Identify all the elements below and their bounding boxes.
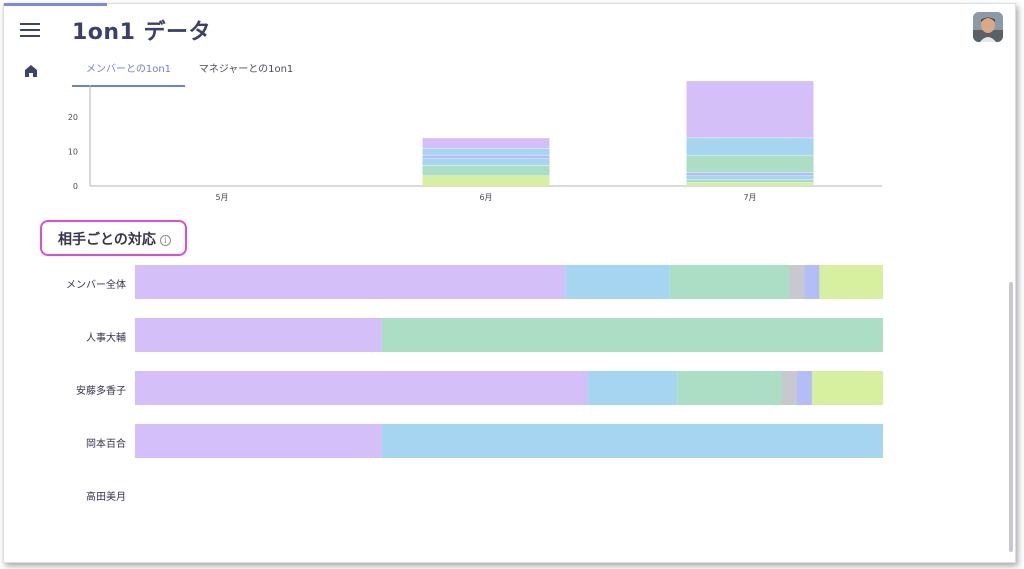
bar-segment[interactable] xyxy=(422,148,550,155)
bar-segment[interactable] xyxy=(686,80,814,138)
member-bar-segment[interactable] xyxy=(381,318,883,352)
x-tick-label: 5月 xyxy=(215,193,228,202)
bar-segment[interactable] xyxy=(422,175,550,186)
scrollbar[interactable] xyxy=(1009,282,1013,552)
member-name-label: メンバー全体 xyxy=(66,280,126,291)
bar-segment[interactable] xyxy=(686,137,814,155)
user-avatar[interactable] xyxy=(973,12,1003,42)
member-bar-segment[interactable] xyxy=(135,265,566,299)
member-bar-segment[interactable] xyxy=(135,371,588,405)
x-tick-label: 7月 xyxy=(743,193,756,202)
info-icon[interactable]: i xyxy=(159,235,171,246)
member-bar-segment[interactable] xyxy=(789,265,805,299)
bar-segment[interactable] xyxy=(686,175,814,180)
y-tick-label: 0 xyxy=(73,182,78,191)
bar-segment[interactable] xyxy=(686,172,814,176)
section-title: 相手ごとの対応 i xyxy=(40,220,187,256)
monthly-1on1-stacked-bar-chart: 0 10 20 5月 6月 7月 xyxy=(68,80,882,202)
bar-segment[interactable] xyxy=(422,137,550,149)
tab-manager-1on1[interactable]: マネジャーとの1on1 xyxy=(198,64,294,75)
page-title: 1on1 データ xyxy=(72,20,212,45)
member-name-label: 安藤多香子 xyxy=(76,386,126,397)
y-tick-label: 10 xyxy=(68,148,78,157)
member-bar-segment[interactable] xyxy=(135,424,382,458)
member-name-label: 人事大輔 xyxy=(86,333,126,344)
member-name-label: 高田美月 xyxy=(86,492,126,503)
y-tick-label: 20 xyxy=(68,113,78,122)
bar-segment[interactable] xyxy=(686,182,814,186)
member-bar-segment[interactable] xyxy=(381,424,883,458)
tab-member-1on1[interactable]: メンバーとの1on1 xyxy=(72,60,185,87)
bar-segment[interactable] xyxy=(422,158,550,166)
bar-segment[interactable] xyxy=(422,165,550,176)
loading-progress-bar xyxy=(4,3,107,6)
member-bar-segment[interactable] xyxy=(587,371,678,405)
bar-segment[interactable] xyxy=(686,179,814,183)
member-bar-segment[interactable] xyxy=(677,371,783,405)
member-bar-segment[interactable] xyxy=(796,371,812,405)
section-title-text: 相手ごとの対応 xyxy=(58,232,156,248)
member-bar-segment[interactable] xyxy=(819,265,883,299)
home-icon[interactable] xyxy=(23,63,39,79)
member-bar-segment[interactable] xyxy=(811,371,883,405)
member-breakdown-bar-chart xyxy=(135,265,883,458)
member-bar-segment[interactable] xyxy=(565,265,670,299)
member-bar-segment[interactable] xyxy=(135,318,382,352)
bar-segment[interactable] xyxy=(686,154,814,173)
member-bar-segment[interactable] xyxy=(782,371,797,405)
member-bar-segment[interactable] xyxy=(669,265,790,299)
member-bar-segment[interactable] xyxy=(804,265,820,299)
x-tick-label: 6月 xyxy=(479,193,492,202)
member-name-label: 岡本百合 xyxy=(86,439,126,450)
hamburger-menu-icon[interactable] xyxy=(20,23,40,39)
bar-segment[interactable] xyxy=(422,154,550,159)
